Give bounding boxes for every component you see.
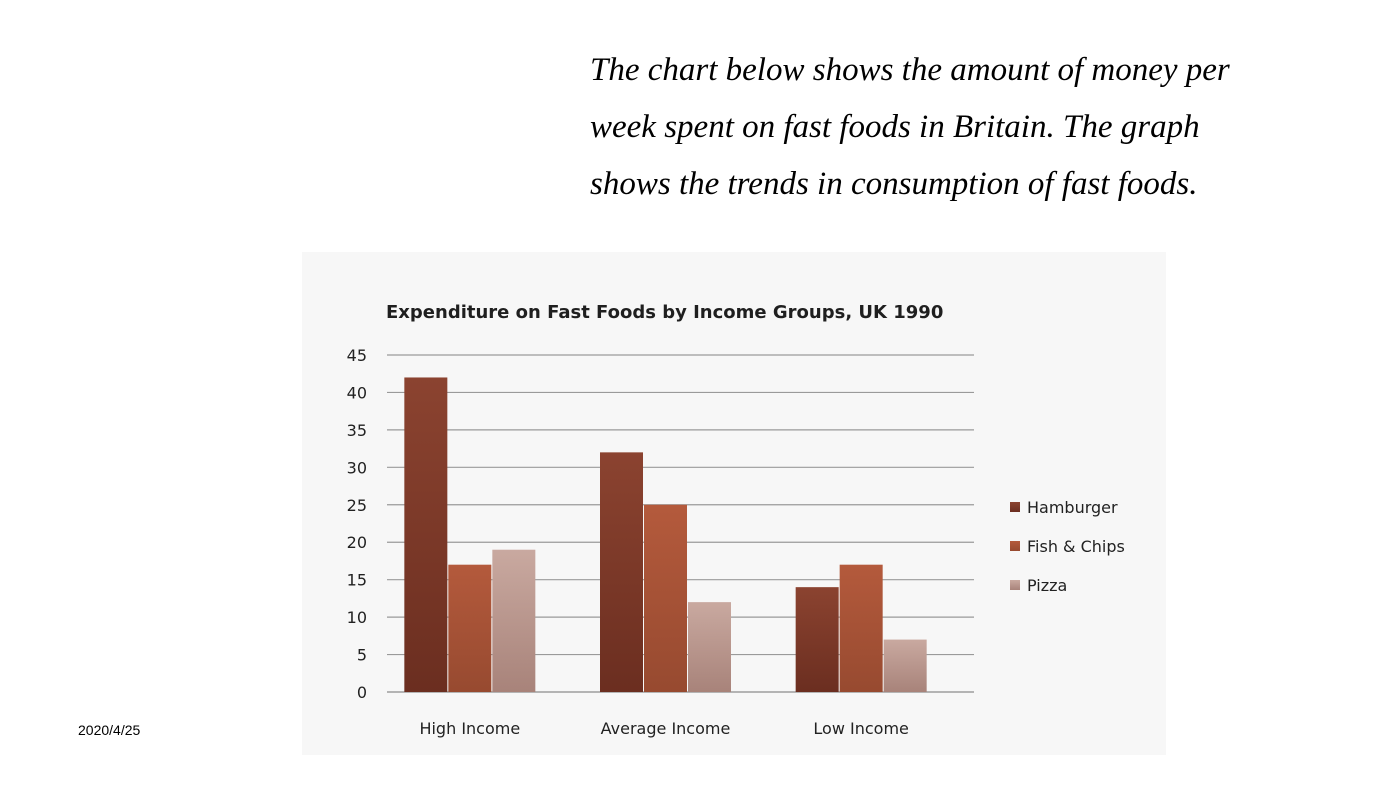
y-tick-label: 35 (347, 421, 367, 440)
bar-hamburger-average-income (600, 452, 643, 692)
legend-label: Hamburger (1027, 498, 1118, 517)
y-axis-ticks: 0 5 10 15 20 25 30 35 40 45 (347, 346, 367, 702)
bar-fish-chips-low-income (839, 564, 883, 692)
chart-panel: Expenditure on Fast Foods by Income Grou… (302, 252, 1166, 755)
y-tick-label: 0 (357, 683, 367, 702)
y-tick-label: 40 (347, 383, 367, 402)
slide-intro-text: The chart below shows the amount of mone… (590, 42, 1290, 213)
x-axis-ticks: High Income Average Income Low Income (419, 719, 908, 738)
legend-label: Fish & Chips (1027, 537, 1125, 556)
bars (404, 377, 927, 692)
bar-chart: Expenditure on Fast Foods by Income Grou… (347, 302, 1125, 738)
bar-fish-chips-high-income (448, 564, 492, 692)
bar-hamburger-high-income (404, 377, 448, 692)
legend-swatch (1010, 580, 1020, 590)
y-tick-label: 5 (357, 646, 367, 665)
legend-swatch (1010, 502, 1020, 512)
chart-title: Expenditure on Fast Foods by Income Grou… (386, 302, 943, 323)
intro-line: week spent on fast foods in Britain. The… (590, 109, 1200, 145)
bar-fish-chips-average-income (644, 504, 687, 692)
x-tick-label: Average Income (601, 719, 731, 738)
bar-pizza-high-income (492, 549, 536, 692)
intro-line: shows the trends in consumption of fast … (590, 166, 1198, 202)
legend-label: Pizza (1027, 576, 1067, 595)
legend-swatch (1010, 541, 1020, 551)
y-tick-label: 15 (347, 571, 367, 590)
bar-hamburger-low-income (795, 587, 839, 692)
x-tick-label: Low Income (813, 719, 908, 738)
x-tick-label: High Income (419, 719, 520, 738)
bar-pizza-average-income (688, 602, 731, 692)
y-tick-label: 10 (347, 608, 367, 627)
y-tick-label: 30 (347, 458, 367, 477)
y-tick-label: 45 (347, 346, 367, 365)
legend: Hamburger Fish & Chips Pizza (1010, 498, 1125, 595)
y-tick-label: 25 (347, 496, 367, 515)
slide-date: 2020/4/25 (78, 722, 141, 738)
y-tick-label: 20 (347, 533, 367, 552)
bar-pizza-low-income (883, 639, 927, 692)
intro-line: The chart below shows the amount of mone… (590, 52, 1230, 88)
